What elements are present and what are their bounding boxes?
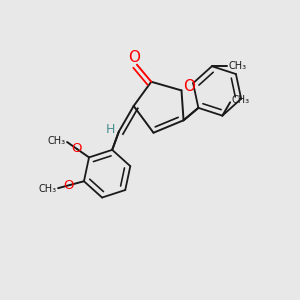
Text: O: O (183, 80, 195, 94)
Text: CH₃: CH₃ (232, 95, 250, 105)
Text: CH₃: CH₃ (38, 184, 57, 194)
Text: H: H (106, 123, 115, 136)
Text: O: O (64, 179, 74, 192)
Text: O: O (128, 50, 140, 65)
Text: CH₃: CH₃ (47, 136, 66, 146)
Text: CH₃: CH₃ (229, 61, 247, 71)
Text: O: O (71, 142, 81, 154)
